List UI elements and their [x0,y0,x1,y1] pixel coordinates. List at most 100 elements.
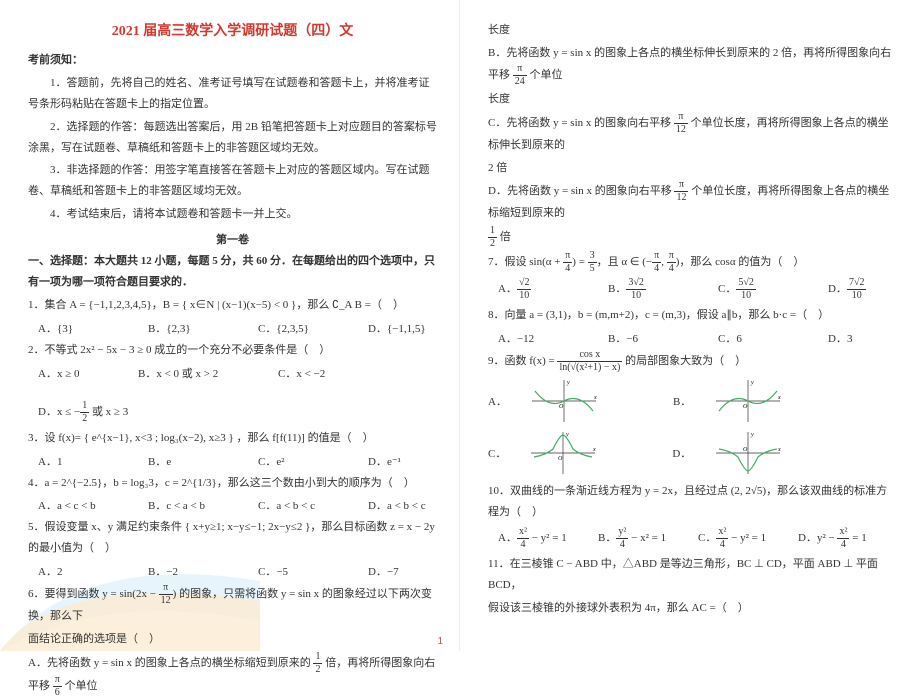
q8-b: B．−6 [608,330,688,346]
q6-opt-a: A．先将函数 y = sin x 的图象上各点的横坐标缩短到原来的 12 倍，再… [28,652,437,698]
q1-d: D．{−1,1,5} [368,320,448,336]
q6c-2x: 2 倍 [488,158,898,179]
svg-text:O: O [558,456,563,462]
q6-opt-b: B．先将函数 y = sin x 的图象上各点的横坐标伸长到原来的 2 倍，再将… [488,43,898,87]
svg-text:x: x [592,447,596,453]
q6-opt-a-frac1: 12 [313,652,322,675]
q7-d: D．7√210 [828,278,908,301]
q6d-text3: 倍 [500,231,511,243]
q6c-text1: C．先将函数 y = sin x 的图象向右平移 [488,117,671,129]
q6c-frac: π12 [674,112,688,135]
preface-3: 3．非选择题的作答：用签字笔直接答在答题卡上对应的答题区域内。写在试题卷、草稿纸… [28,160,437,202]
q5-d: D．−7 [368,563,448,579]
svg-text:O: O [743,404,748,410]
q7: 7．假设 sin(α + π4) = 35，且 α ∈ (−π4, π4)，那么… [488,251,898,274]
q9-label-a: A． [488,393,507,409]
part1-heading: 第一卷 [28,231,437,247]
q5-b: B．−2 [148,563,228,579]
q1-options: A．{3} B．{2,3} C．{2,3,5} D．{−1,1,5} [38,320,437,336]
q4: 4．a = 2^{−2.5}，b = log₃3，c = 2^{1/3}，那么这… [28,473,437,494]
svg-text:x: x [593,395,597,401]
q4-c: C．a < b < c [258,497,338,513]
q7-a: A．√210 [498,278,578,301]
q9-graph-a: x y O [529,377,599,425]
q6a: 6．要得到函数 y = sin(2x − π12) 的图象，只需将函数 y = … [28,583,437,627]
q10-b: B．y²4 − x² = 1 [598,527,678,550]
q6b-frac: π24 [513,64,527,87]
q5-a: A．2 [38,563,118,579]
q6-opt-a-text3: 个单位 [65,680,98,692]
q6d-frac: π12 [674,180,688,203]
svg-text:y: y [566,380,570,386]
right-column: 长度 B．先将函数 y = sin x 的图象上各点的横坐标伸长到原来的 2 倍… [460,0,920,651]
q8-a: A．−12 [498,330,578,346]
q3-b: B．e [148,453,228,469]
q6-opt-a-text1: A．先将函数 y = sin x 的图象上各点的横坐标缩短到原来的 [28,657,311,669]
q2-d: D．x ≤ −12 或 x ≥ 3 [38,401,158,424]
q1-a: A．{3} [38,320,118,336]
q6-cont-len: 长度 [488,20,898,41]
q2: 2．不等式 2x² − 5x − 3 ≥ 0 成立的一个充分不必要条件是（ ） [28,340,437,361]
q1: 1．集合 A = {−1,1,2,3,4,5}，B = { x∈N | (x−1… [28,295,437,316]
q2-c: C．x < −2 [278,365,358,381]
q11a: 11．在三棱锥 C − ABD 中，△ABD 是等边三角形，BC ⊥ CD，平面… [488,554,898,596]
q3-options: A．1 B．e C．e² D．e⁻¹ [38,453,437,469]
q9-row2: C． xyO D． xyO [488,429,898,477]
q9-graph-d: x y O [713,429,783,477]
q5: 5．假设变量 x、y 满足约束条件 { x+y≥1; x−y≤−1; 2x−y≤… [28,517,437,559]
q11b: 假设该三棱锥的外接球外表积为 4π，那么 AC =（ ） [488,598,898,619]
q9-graph-c: xyO [528,429,598,477]
q4-a: A．a < c < b [38,497,118,513]
left-column: 2021 届高三数学入学调研试题（四）文 考前须知： 1．答题前，先将自己的姓名… [0,0,460,651]
q6d-text1: D．先将函数 y = sin x 的图象向右平移 [488,185,672,197]
q3-c: C．e² [258,453,338,469]
q6-opt-c: C．先将函数 y = sin x 的图象向右平移 π12 个单位长度，再将所得图… [488,112,898,156]
svg-text:y: y [750,432,754,438]
q10: 10．双曲线的一条渐近线方程为 y = 2x，且经过点 (2, 2√5)，那么该… [488,481,898,523]
svg-text:x: x [777,395,781,401]
q10-a: A．x²4 − y² = 1 [498,527,578,550]
q3: 3．设 f(x)= { e^{x−1}, x<3 ; log₃(x−2), x≥… [28,428,437,449]
q5-c: C．−5 [258,563,338,579]
q6d-frac2: 12 [488,226,497,249]
q6b-text2: 个单位 [530,69,563,81]
q8: 8．向量 a = (3,1)，b = (m,m+2)，c = (m,3)，假设 … [488,305,898,326]
q8-d: D．3 [828,330,908,346]
q1-b: B．{2,3} [148,320,228,336]
q7-options: A．√210 B．3√210 C．5√210 D．7√210 [498,278,898,301]
q4-d: D．a < b < c [368,497,448,513]
q10-options: A．x²4 − y² = 1 B．y²4 − x² = 1 C．x²4 − y²… [498,527,898,550]
preface-2: 2．选择题的作答：每题选出答案后，用 2B 铅笔把答题卡上对应题目的答案标号涂黑… [28,117,437,159]
q10-d: D．y² − x²4 = 1 [798,527,878,550]
page-number: 1 [437,636,443,647]
preface-4: 4．考试结束后，请将本试题卷和答题卡一并上交。 [28,204,437,225]
q6-opt-d: D．先将函数 y = sin x 的图象向右平移 π12 个单位长度，再将所得图… [488,180,898,224]
q9-graph-b: xyO [713,377,783,425]
svg-text:O: O [559,404,564,410]
q1-c: C．{2,3,5} [258,320,338,336]
svg-text:x: x [777,447,781,453]
q9-label-b: B． [673,393,691,409]
q10-c: C．x²4 − y² = 1 [698,527,778,550]
q3-d: D．e⁻¹ [368,453,448,469]
q3-a: A．1 [38,453,118,469]
q7-b: B．3√210 [608,278,688,301]
q7-c: C．5√210 [718,278,798,301]
q6b: 面结论正确的选项是（ ） [28,629,437,650]
preface-1: 1．答题前，先将自己的姓名、准考证号填写在试题卷和答题卡上，并将准考证号条形码粘… [28,73,437,115]
q6d-half: 12 倍 [488,226,898,249]
q8-options: A．−12 B．−6 C．6 D．3 [498,330,898,346]
q9-label-c: C． [488,445,506,461]
q2-b: B．x < 0 或 x > 2 [138,365,258,381]
q2-a: A．x ≥ 0 [38,365,118,381]
part1-desc: 一、选择题：本大题共 12 小题，每题 5 分，共 60 分．在每题给出的四个选… [28,251,437,293]
q4-options: A．a < c < b B．c < a < b C．a < b < c D．a … [38,497,437,513]
q9-row1: A． xyO B． xyO [488,377,898,425]
q5-options: A．2 B．−2 C．−5 D．−7 [38,563,437,579]
preface-label: 考前须知： [28,50,437,71]
q9-label-d: D． [672,445,691,461]
svg-text:O: O [743,447,748,453]
q9: 9．函数 f(x) = cos xln(√(x²+1) − x) 的局部图象大致… [488,350,898,373]
q2-options: A．x ≥ 0 B．x < 0 或 x > 2 C．x < −2 D．x ≤ −… [38,365,437,424]
q4-b: B．c < a < b [148,497,228,513]
